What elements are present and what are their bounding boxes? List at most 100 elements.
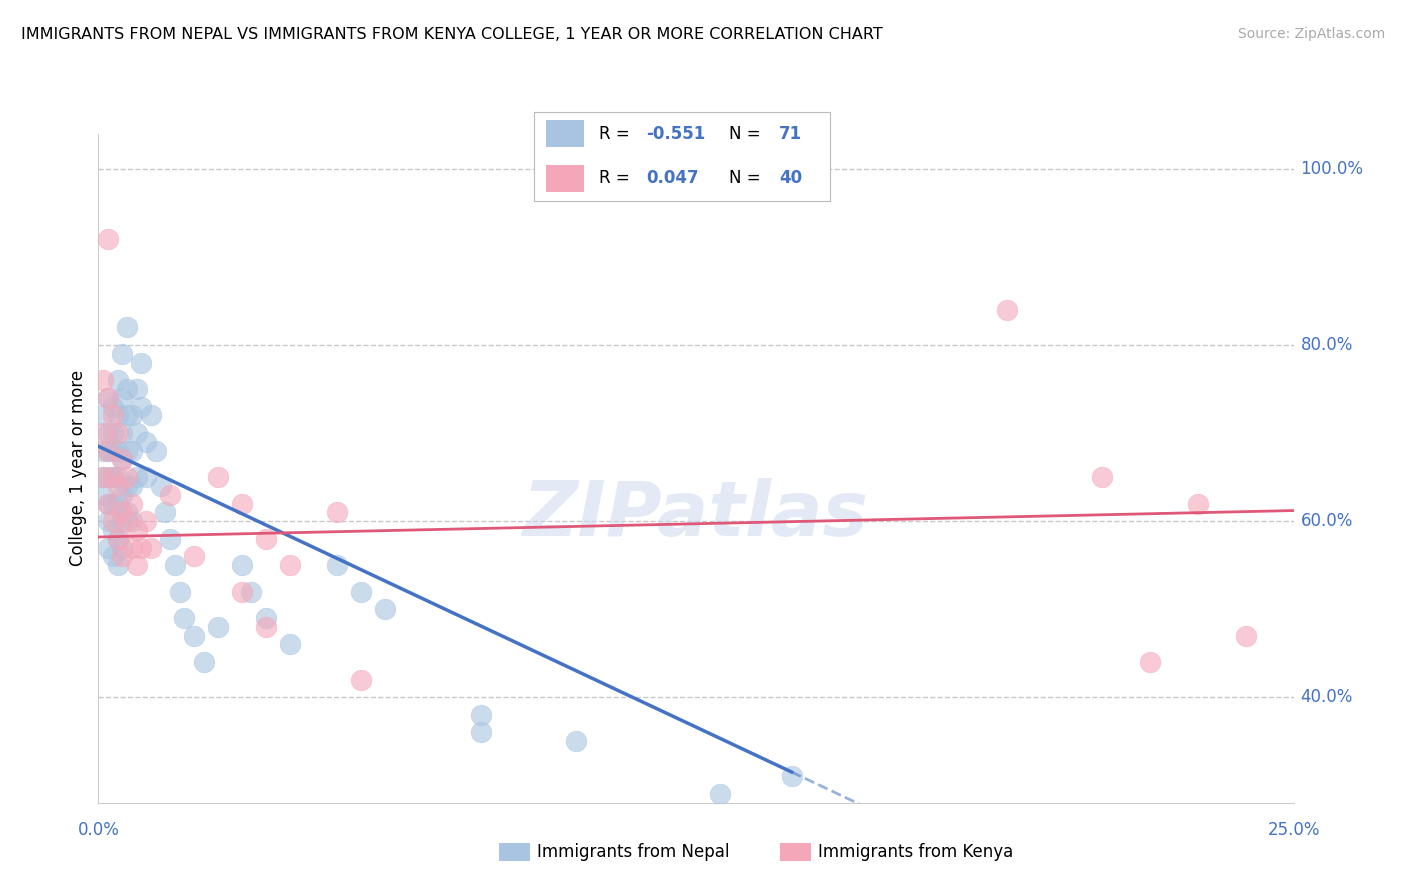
Text: IMMIGRANTS FROM NEPAL VS IMMIGRANTS FROM KENYA COLLEGE, 1 YEAR OR MORE CORRELATI: IMMIGRANTS FROM NEPAL VS IMMIGRANTS FROM… <box>21 27 883 42</box>
Point <box>101 400 124 414</box>
Point <box>91 426 114 441</box>
Point <box>709 787 731 801</box>
Point <box>107 409 129 423</box>
Point <box>121 479 143 493</box>
Text: -0.551: -0.551 <box>647 125 706 143</box>
Point <box>350 673 373 687</box>
Point <box>107 426 129 441</box>
Point <box>101 443 124 458</box>
Point <box>326 558 349 573</box>
Point <box>183 629 205 643</box>
Point <box>159 532 181 546</box>
Point <box>183 549 205 564</box>
Point <box>91 470 114 484</box>
Point <box>97 232 120 246</box>
Point <box>111 452 134 467</box>
Text: 0.047: 0.047 <box>647 169 699 187</box>
Point <box>107 496 129 510</box>
Point <box>155 505 177 519</box>
Point <box>101 409 124 423</box>
Point <box>169 584 191 599</box>
Point <box>111 549 134 564</box>
Text: 0.0%: 0.0% <box>77 821 120 838</box>
Text: 25.0%: 25.0% <box>1267 821 1320 838</box>
Point <box>374 602 396 616</box>
Point <box>131 541 153 555</box>
Point <box>207 470 229 484</box>
Point <box>91 470 114 484</box>
Point <box>139 409 162 423</box>
Point <box>101 470 124 484</box>
Point <box>470 707 492 722</box>
Point <box>1187 496 1209 510</box>
Point <box>111 391 134 405</box>
Point <box>278 637 301 651</box>
FancyBboxPatch shape <box>546 165 585 192</box>
Point <box>135 434 157 449</box>
Point <box>111 541 134 555</box>
Point <box>107 532 129 546</box>
Text: R =: R = <box>599 125 636 143</box>
Point <box>121 541 143 555</box>
Point <box>115 320 138 334</box>
Point <box>254 611 277 625</box>
Point <box>107 443 129 458</box>
Point <box>107 532 129 546</box>
Point <box>350 584 373 599</box>
Point <box>97 514 120 528</box>
Point <box>115 470 138 484</box>
Point <box>125 470 148 484</box>
Point <box>97 496 120 510</box>
Text: 40: 40 <box>779 169 803 187</box>
Point <box>107 373 129 387</box>
Point <box>115 479 138 493</box>
Text: 100.0%: 100.0% <box>1301 160 1364 178</box>
Text: N =: N = <box>730 169 766 187</box>
Point <box>1091 470 1114 484</box>
Text: 71: 71 <box>779 125 803 143</box>
Point <box>115 382 138 396</box>
Point <box>91 443 114 458</box>
Point <box>97 443 120 458</box>
Point <box>780 769 803 783</box>
Point <box>125 558 148 573</box>
Point <box>107 558 129 573</box>
Point <box>231 496 253 510</box>
Point <box>101 426 124 441</box>
Text: Source: ZipAtlas.com: Source: ZipAtlas.com <box>1237 27 1385 41</box>
Point <box>121 496 143 510</box>
Point <box>131 356 153 370</box>
Point <box>91 409 114 423</box>
Text: Immigrants from Kenya: Immigrants from Kenya <box>818 843 1014 861</box>
Point <box>231 558 253 573</box>
Point <box>125 426 148 441</box>
Point <box>101 523 124 537</box>
Point <box>121 514 143 528</box>
Point <box>145 443 167 458</box>
Point <box>97 541 120 555</box>
Point <box>159 488 181 502</box>
Point <box>207 620 229 634</box>
Point <box>101 496 124 510</box>
Point <box>91 488 114 502</box>
Point <box>125 382 148 396</box>
Text: N =: N = <box>730 125 766 143</box>
Text: R =: R = <box>599 169 636 187</box>
Point <box>326 505 349 519</box>
Point <box>111 426 134 441</box>
Point <box>121 409 143 423</box>
Text: 40.0%: 40.0% <box>1301 688 1353 706</box>
Point <box>97 443 120 458</box>
FancyBboxPatch shape <box>546 120 585 147</box>
Point <box>1139 655 1161 669</box>
Point <box>111 488 134 502</box>
Text: 60.0%: 60.0% <box>1301 512 1353 530</box>
Point <box>1234 629 1257 643</box>
Point <box>193 655 215 669</box>
Point <box>995 302 1018 317</box>
Point <box>115 505 138 519</box>
Point <box>135 514 157 528</box>
Point <box>97 426 120 441</box>
Point <box>111 514 134 528</box>
Point <box>139 541 162 555</box>
